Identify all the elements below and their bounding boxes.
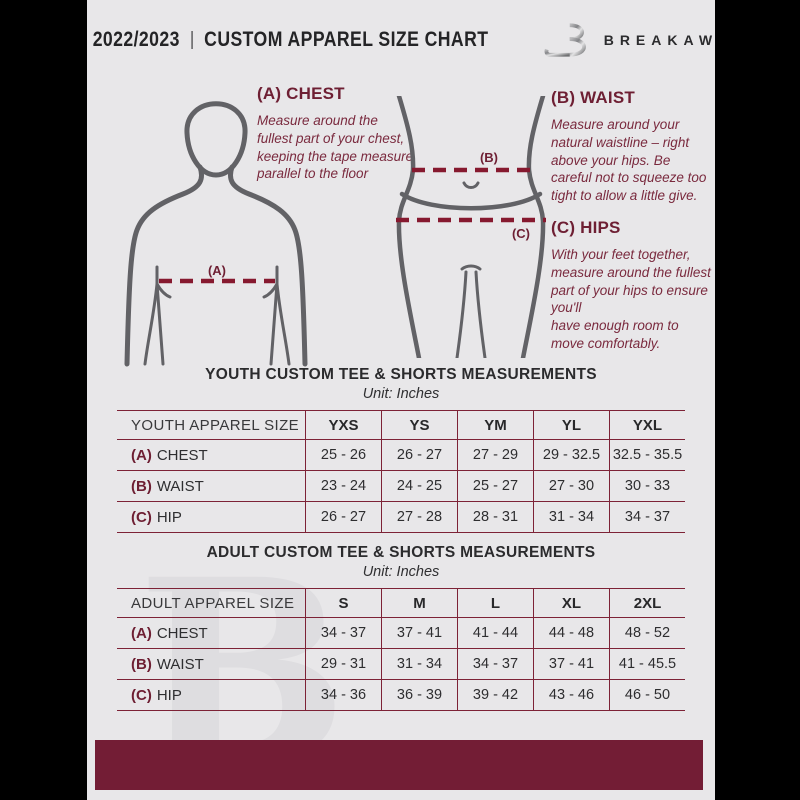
size-value: 30 - 33 [609, 471, 685, 502]
row-prefix: (A) [131, 624, 152, 642]
column-header: YS [381, 411, 457, 440]
row-prefix: (B) [131, 477, 152, 495]
waist-marker: (B) [480, 150, 498, 165]
season-label: 2022/2023 [92, 28, 180, 51]
row-prefix: (A) [131, 446, 152, 464]
size-value: 34 - 36 [305, 680, 381, 711]
row-measure-name: HIP [156, 686, 182, 704]
size-value: 34 - 37 [305, 618, 381, 649]
column-header: XL [533, 589, 609, 618]
row-measure-name: WAIST [156, 655, 204, 673]
hips-instructions: (C) HIPS With your feet together, measur… [551, 218, 713, 353]
youth-section: YOUTH CUSTOM TEE & SHORTS MEASUREMENTS U… [87, 366, 715, 533]
breakaway-logo-icon [544, 23, 586, 57]
waist-heading: (B) WAIST [551, 88, 635, 107]
row-measure-name: CHEST [156, 624, 208, 642]
chest-text: Measure around the fullest part of your … [257, 113, 414, 182]
youth-unit-label: Unit: Inches [362, 386, 440, 402]
title-divider: | [189, 29, 194, 50]
size-value: 36 - 39 [381, 680, 457, 711]
column-header: YXL [609, 411, 685, 440]
brand-lockup: BREAKAWAY [542, 17, 715, 63]
youth-size-table: YOUTH APPAREL SIZE YXS YS YM YL YXL (A) CHEST 25… [117, 410, 685, 533]
size-value: 37 - 41 [381, 618, 457, 649]
row-label: (B) WAIST [117, 649, 305, 680]
header: 2022/2023 | CUSTOM APPAREL SIZE CHART [87, 18, 715, 62]
measurement-guide: (A) (A) CHEST Measure around the fullest… [87, 68, 715, 368]
youth-table-title: YOUTH CUSTOM TEE & SHORTS MEASUREMENTS [205, 366, 597, 383]
size-value: 27 - 29 [457, 440, 533, 471]
adult-size-table: ADULT APPAREL SIZE S M L XL 2XL (A) CHEST 34 - 3… [117, 588, 685, 711]
size-value: 28 - 31 [457, 502, 533, 533]
size-value: 29 - 32.5 [533, 440, 609, 471]
size-value: 43 - 46 [533, 680, 609, 711]
hips-text: With your feet together, measure around … [551, 247, 711, 352]
row-measure-name: WAIST [156, 477, 204, 495]
size-value: 48 - 52 [609, 618, 685, 649]
size-value: 27 - 30 [533, 471, 609, 502]
column-header: YL [533, 411, 609, 440]
size-value: 29 - 31 [305, 649, 381, 680]
size-value: 26 - 27 [305, 502, 381, 533]
lower-body-diagram: (B) (C) [396, 96, 546, 358]
size-value: 23 - 24 [305, 471, 381, 502]
size-value: 39 - 42 [457, 680, 533, 711]
adult-table-title: ADULT CUSTOM TEE & SHORTS MEASUREMENTS [206, 544, 596, 561]
column-header: M [381, 589, 457, 618]
size-value: 26 - 27 [381, 440, 457, 471]
adult-unit-label: Unit: Inches [362, 564, 440, 580]
size-value: 34 - 37 [609, 502, 685, 533]
size-value: 32.5 - 35.5 [609, 440, 685, 471]
size-value: 46 - 50 [609, 680, 685, 711]
size-value: 34 - 37 [457, 649, 533, 680]
chest-heading: (A) CHEST [257, 84, 345, 103]
size-value: 41 - 45.5 [609, 649, 685, 680]
size-value: 31 - 34 [533, 502, 609, 533]
column-header: YM [457, 411, 533, 440]
table-size-header: YOUTH APPAREL SIZE [117, 411, 305, 440]
row-prefix: (C) [131, 508, 152, 526]
table-size-header: ADULT APPAREL SIZE [117, 589, 305, 618]
row-label: (C) HIP [117, 502, 305, 533]
row-prefix: (C) [131, 686, 152, 704]
size-value: 25 - 26 [305, 440, 381, 471]
footer-bar [95, 740, 703, 790]
chest-instructions: (A) CHEST Measure around the fullest par… [257, 84, 415, 183]
column-header: S [305, 589, 381, 618]
hips-heading: (C) HIPS [551, 218, 621, 237]
size-value: 27 - 28 [381, 502, 457, 533]
row-label: (C) HIP [117, 680, 305, 711]
waist-text: Measure around your natural waistline – … [551, 117, 707, 204]
row-label: (A) CHEST [117, 440, 305, 471]
row-label: (B) WAIST [117, 471, 305, 502]
title-text: CUSTOM APPAREL SIZE CHART [203, 28, 489, 51]
size-value: 37 - 41 [533, 649, 609, 680]
adult-section: ADULT CUSTOM TEE & SHORTS MEASUREMENTS U… [87, 544, 715, 711]
brand-name: BREAKAWAY [603, 32, 715, 48]
column-header: L [457, 589, 533, 618]
column-header: YXS [305, 411, 381, 440]
row-prefix: (B) [131, 655, 152, 673]
page-title: 2022/2023 | CUSTOM APPAREL SIZE CHART [92, 28, 488, 52]
size-value: 25 - 27 [457, 471, 533, 502]
waist-instructions: (B) WAIST Measure around your natural wa… [551, 88, 707, 205]
size-value: 41 - 44 [457, 618, 533, 649]
row-label: (A) CHEST [117, 618, 305, 649]
row-measure-name: HIP [156, 508, 182, 526]
chest-marker: (A) [208, 263, 226, 278]
size-chart-page: 2022/2023 | CUSTOM APPAREL SIZE CHART [87, 0, 715, 800]
size-value: 31 - 34 [381, 649, 457, 680]
column-header: 2XL [609, 589, 685, 618]
row-measure-name: CHEST [156, 446, 208, 464]
size-value: 44 - 48 [533, 618, 609, 649]
size-value: 24 - 25 [381, 471, 457, 502]
upper-body-diagram: (A) [124, 101, 308, 367]
hips-marker: (C) [512, 226, 530, 241]
